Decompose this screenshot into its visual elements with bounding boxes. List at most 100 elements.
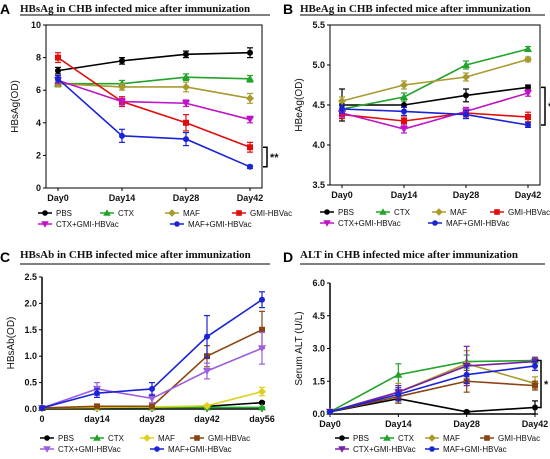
data-point bbox=[400, 81, 408, 89]
data-point bbox=[524, 55, 532, 64]
data-point bbox=[338, 97, 346, 105]
legend-marker bbox=[44, 435, 50, 441]
legend-item: GMI-HBVac bbox=[232, 209, 292, 218]
legend-label: PBS bbox=[56, 209, 72, 218]
legend-label: PBS bbox=[338, 208, 354, 217]
x-tick-label: Day42 bbox=[515, 190, 542, 200]
x-tick-label: day14 bbox=[84, 414, 110, 424]
chart-panel-d: D ALT in CHB infected mice after immuniza… bbox=[283, 249, 549, 454]
legend-item: CTX+GMI-HBVac bbox=[320, 219, 401, 228]
legend-label: MAF bbox=[183, 209, 200, 218]
y-tick-label: 6 bbox=[36, 85, 41, 95]
data-point bbox=[247, 144, 253, 151]
data-point bbox=[400, 93, 408, 100]
legend-item: GMI-HBVac bbox=[480, 434, 540, 443]
data-point bbox=[339, 106, 345, 112]
x-tick-label: Day28 bbox=[453, 190, 480, 200]
chart-panel-c: C HBsAb in CHB infected mice after immuni… bbox=[0, 249, 275, 454]
y-axis-label: Serum ALT (U/L) bbox=[294, 311, 305, 385]
chart-panel-a: A HBsAg in CHB infected mice after immuni… bbox=[0, 1, 292, 229]
legend-label: MAF+GMI-HBVac bbox=[443, 445, 507, 454]
y-tick-label: 0.5 bbox=[24, 378, 37, 388]
legend-item: CTX bbox=[100, 209, 135, 218]
y-axis-label: HBsAg(OD) bbox=[10, 80, 21, 133]
legend-item: PBS bbox=[335, 434, 369, 443]
legend-item: MAF bbox=[432, 208, 467, 217]
bracket-line bbox=[263, 146, 268, 168]
legend-label: GMI-HBVac bbox=[508, 208, 550, 217]
bracket-line bbox=[541, 86, 546, 126]
y-tick-label: 8 bbox=[36, 53, 41, 63]
x-tick-label: Day42 bbox=[237, 193, 264, 203]
y-tick-label: 2.0 bbox=[24, 298, 37, 308]
legend-label: MAF bbox=[443, 434, 460, 443]
data-point bbox=[259, 399, 265, 406]
data-point bbox=[55, 54, 61, 61]
data-point bbox=[258, 345, 266, 353]
series-maf-gmi-hbvac bbox=[55, 74, 253, 170]
legend-item: MAF+GMI-HBVac bbox=[150, 445, 232, 454]
y-tick-label: 5.5 bbox=[312, 20, 325, 30]
chart-title: HBsAb in CHB infected mice after immuniz… bbox=[20, 249, 251, 261]
y-tick-label: 2.5 bbox=[24, 272, 37, 282]
y-tick-label: 6.0 bbox=[312, 278, 325, 288]
series-line bbox=[57, 79, 251, 121]
legend-item: MAF bbox=[165, 209, 200, 218]
x-tick-label: Day42 bbox=[522, 419, 549, 429]
legend-marker bbox=[174, 221, 180, 227]
series-line bbox=[329, 365, 536, 413]
data-point bbox=[183, 119, 189, 126]
data-point bbox=[203, 367, 211, 375]
legend-label: CTX+GMI-HBVac bbox=[56, 220, 119, 229]
data-point bbox=[55, 75, 61, 82]
legend-label: CTX+GMI-HBVac bbox=[58, 445, 121, 454]
data-point bbox=[149, 385, 155, 392]
legend-label: GMI-HBVac bbox=[208, 434, 250, 443]
legend-marker bbox=[143, 434, 151, 442]
legend-item: PBS bbox=[320, 208, 354, 217]
data-point bbox=[94, 390, 100, 397]
y-tick-label: 1.5 bbox=[24, 325, 37, 335]
x-tick-label: Day0 bbox=[47, 193, 69, 203]
series-line bbox=[341, 112, 529, 122]
legend-label: MAF+GMI-HBVac bbox=[446, 219, 510, 228]
y-tick-label: 3.5 bbox=[312, 180, 325, 190]
series-line bbox=[57, 56, 251, 148]
data-point bbox=[246, 94, 254, 103]
series-maf bbox=[338, 55, 532, 106]
data-point bbox=[525, 114, 531, 120]
data-point bbox=[182, 73, 190, 81]
y-axis-label: HBsAb(OD) bbox=[6, 317, 17, 370]
legend-item: CTX+GMI-HBVac bbox=[40, 445, 121, 454]
x-tick-label: Day28 bbox=[453, 419, 480, 429]
y-tick-label: 4 bbox=[36, 118, 41, 128]
series-line bbox=[342, 86, 529, 106]
data-point bbox=[463, 92, 469, 99]
series-maf-gmi-hbvac bbox=[327, 361, 538, 415]
y-tick-label: 1.5 bbox=[312, 376, 325, 386]
series-line bbox=[329, 359, 536, 413]
x-tick-label: day28 bbox=[139, 414, 165, 424]
data-point bbox=[149, 403, 155, 410]
data-point bbox=[246, 116, 254, 124]
series-maf-gmi-hbvac bbox=[39, 291, 265, 411]
series-line bbox=[329, 360, 536, 413]
chart-title: ALT in CHB infected mice after immunizat… bbox=[300, 249, 518, 261]
panel-letter: D bbox=[283, 249, 293, 265]
x-tick-label: day42 bbox=[194, 414, 220, 424]
y-tick-label: 0.0 bbox=[24, 404, 37, 414]
y-tick-label: 3.0 bbox=[312, 344, 325, 354]
legend-marker bbox=[379, 208, 387, 215]
legend-marker bbox=[339, 435, 345, 441]
x-tick-label: 0 bbox=[39, 414, 44, 424]
data-point bbox=[119, 57, 125, 64]
legend-marker bbox=[194, 435, 200, 441]
data-point bbox=[401, 108, 407, 115]
legend-marker bbox=[435, 208, 443, 216]
legend-marker bbox=[324, 209, 330, 215]
legend-marker bbox=[93, 434, 101, 441]
data-point bbox=[400, 126, 408, 133]
data-point bbox=[39, 404, 45, 411]
panel-letter: C bbox=[0, 249, 10, 265]
